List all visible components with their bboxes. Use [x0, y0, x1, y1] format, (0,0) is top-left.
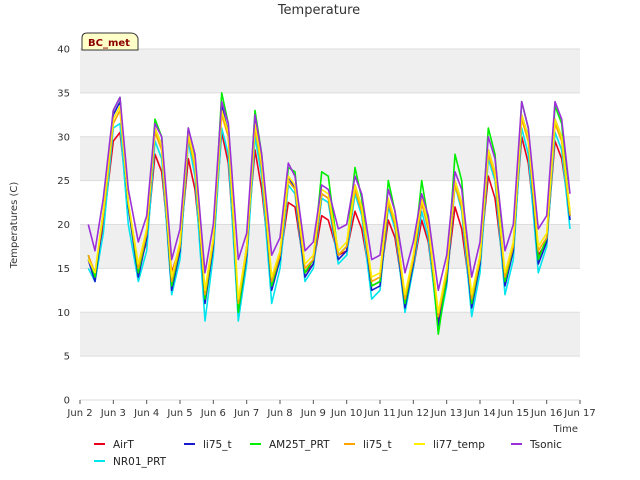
legend-label: AM25T_PRT: [269, 439, 330, 451]
chart-title: Temperature: [277, 3, 360, 18]
x-axis: Jun 2 Jun 3 Jun 4 Jun 5 Jun 6 Jun 7 Jun 8 Jun 9…: [66, 400, 596, 419]
x-axis-title: Time: [553, 424, 578, 435]
legend-label: AirT: [113, 439, 134, 451]
y-tick-label: 15: [57, 264, 70, 275]
y-axis-title: Temperatures (C): [9, 182, 20, 270]
legend-label: li77_temp: [433, 439, 485, 451]
badge-background: [81, 32, 139, 51]
y-tick-label: 40: [57, 45, 70, 56]
badge-label: BC_met: [88, 38, 130, 49]
x-tick-label: Jun 6: [200, 408, 226, 419]
y-tick-label: 5: [64, 352, 70, 363]
series-line-5: [87, 105, 571, 314]
x-tick-label: Jun 12: [397, 408, 430, 419]
x-tick-label: Jun 9: [300, 408, 326, 419]
x-tick-label: Jun 16: [530, 408, 563, 419]
x-tick-label: Jun 10: [330, 408, 363, 419]
y-tick-label: 25: [57, 176, 70, 187]
y-tick-label: 10: [57, 308, 70, 319]
x-tick-label: Jun 14: [463, 408, 496, 419]
legend: AirT li75_t AM25T_PRT li75_t li77_temp Tsonic…: [94, 439, 562, 468]
x-tick-label: Jun 7: [233, 408, 259, 419]
y-tick-label: 30: [57, 132, 70, 143]
x-tick-label: Jun 17: [563, 408, 596, 419]
plot-band: [80, 224, 580, 269]
y-tick-label: 20: [57, 220, 70, 231]
legend-label: li75_t: [363, 439, 392, 451]
x-tick-label: Jun 11: [363, 408, 396, 419]
station-badge: BC_met: [81, 32, 139, 51]
x-tick-label: Jun 13: [430, 408, 463, 419]
plot-band: [80, 49, 580, 93]
series-layer: [87, 92, 571, 336]
x-tick-label: Jun 8: [266, 408, 292, 419]
legend-label: Tsonic: [529, 439, 562, 451]
x-tick-label: Jun 3: [100, 408, 126, 419]
x-tick-label: Jun 15: [497, 408, 530, 419]
legend-label: NR01_PRT: [113, 456, 167, 468]
x-tick-label: Jun 5: [166, 408, 192, 419]
y-axis: 0 5 10 15 20 25 30 35 40: [57, 45, 70, 407]
x-tick-label: Jun 4: [133, 408, 159, 419]
y-tick-label: 0: [64, 396, 70, 407]
series-line-6: [87, 96, 571, 292]
legend-label: li75_t: [203, 439, 232, 451]
y-tick-label: 35: [57, 88, 70, 99]
x-tick-label: Jun 2: [66, 408, 92, 419]
plot-band: [80, 312, 580, 357]
